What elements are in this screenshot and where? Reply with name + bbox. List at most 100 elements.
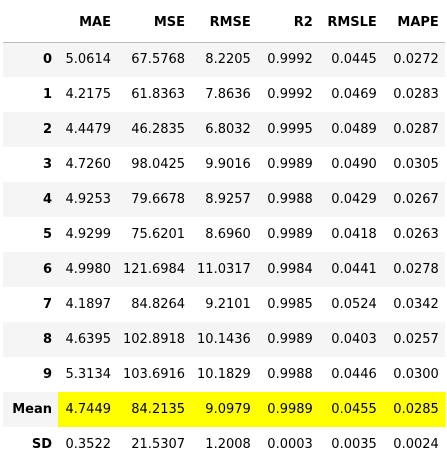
table-row: 8 4.6395 102.8918 10.1436 0.9989 0.0403 0.0257 (3, 322, 445, 357)
table-cell: 0.0441 (331, 262, 377, 277)
table-row: 5 4.9299 75.6201 8.6960 0.9989 0.0418 0.0263 (3, 217, 445, 252)
table-cell: 103.6916 (123, 367, 186, 382)
table-cell: 10.1436 (197, 332, 251, 347)
table-cell: 0.0418 (331, 227, 377, 242)
row-label: Mean (12, 402, 52, 417)
table-cell: 4.2175 (65, 87, 112, 102)
table-cell: 0.9989 (267, 157, 313, 172)
row-label: 5 (42, 227, 52, 242)
table-cell: 98.0425 (131, 157, 186, 172)
table-cell: 0.0524 (331, 297, 377, 312)
table-cell: 0.9988 (267, 367, 313, 382)
table-cell: 21.5307 (131, 437, 186, 452)
row-label: 2 (42, 122, 52, 137)
row-label: 0 (42, 52, 52, 68)
table-cell: 0.9992 (267, 52, 313, 68)
table-row: 0 5.0614 67.5768 8.2205 0.9992 0.0445 0.0272 (3, 42, 445, 77)
column-header-mae: MAE (58, 4, 117, 43)
table-row: 1 4.2175 61.8363 7.8636 0.9992 0.0469 0.0283 (3, 77, 445, 112)
table-cell: 0.9992 (267, 87, 313, 102)
table-cell: 0.0490 (331, 157, 377, 172)
table-cell: 0.9985 (267, 297, 313, 312)
table-row: Mean 4.7449 84.2135 9.0979 0.9989 0.0455 0.028… (3, 392, 445, 427)
table-cell: 0.9989 (256, 392, 319, 427)
table-cell: 102.8918 (123, 332, 186, 347)
metrics-table: MAE MSE RMSE R2 RMSLE MAPE 0 5.0614 67.576… (3, 4, 445, 462)
table-cell: 0.0285 (382, 392, 445, 427)
table-cell: 4.6395 (65, 332, 112, 347)
table-cell: 84.2135 (117, 392, 192, 427)
row-label: 3 (42, 157, 52, 172)
table-cell: 0.9989 (267, 227, 313, 242)
column-header-mape: MAPE (382, 4, 445, 43)
table-cell: 0.0489 (331, 122, 377, 137)
table-cell: 0.0003 (267, 437, 313, 452)
results-table-container: MAE MSE RMSE R2 RMSLE MAPE 0 5.0614 67.576… (3, 4, 445, 462)
table-row: 9 5.3134 103.6916 10.1829 0.9988 0.0446 0.0300 (3, 357, 445, 392)
table-cell: 0.0429 (331, 192, 377, 207)
table-cell: 9.2101 (205, 297, 251, 312)
table-cell: 46.2835 (131, 122, 186, 137)
column-header-r2: R2 (256, 4, 319, 43)
table-cell: 0.0283 (393, 87, 439, 102)
table-cell: 0.0455 (318, 392, 383, 427)
row-label: 7 (42, 297, 52, 312)
table-cell: 0.9984 (267, 262, 313, 277)
table-cell: 0.9988 (267, 192, 313, 207)
table-cell: 7.8636 (205, 87, 251, 102)
table-cell: 0.0300 (393, 367, 439, 382)
table-cell: 84.8264 (131, 297, 186, 312)
table-cell: 0.0305 (393, 157, 439, 172)
table-cell: 0.0342 (393, 297, 439, 312)
table-row: 6 4.9980 121.6984 11.0317 0.9984 0.0441 0.0278 (3, 252, 445, 287)
table-cell: 4.9980 (65, 262, 112, 277)
table-row: 2 4.4479 46.2835 6.8032 0.9995 0.0489 0.0287 (3, 112, 445, 147)
table-cell: 0.9989 (267, 332, 313, 347)
row-label: 6 (42, 262, 52, 277)
table-cell: 0.0287 (393, 122, 439, 137)
table-cell: 8.2205 (205, 52, 251, 68)
table-cell: 5.3134 (65, 367, 112, 382)
table-row: SD 0.3522 21.5307 1.2008 0.0003 0.0035 0.0024 (3, 427, 445, 462)
row-label: 4 (42, 192, 52, 207)
table-cell: 0.3522 (65, 437, 112, 452)
table-cell: 0.0278 (393, 262, 439, 277)
table-cell: 9.9016 (205, 157, 251, 172)
table-cell: 61.8363 (131, 87, 186, 102)
table-cell: 79.6678 (131, 192, 186, 207)
row-label: 1 (42, 87, 52, 102)
table-cell: 67.5768 (131, 52, 186, 68)
table-header: MAE MSE RMSE R2 RMSLE MAPE (3, 4, 445, 43)
table-cell: 75.6201 (131, 227, 186, 242)
table-cell: 4.9253 (65, 192, 112, 207)
table-cell: 0.0257 (393, 332, 439, 347)
table-cell: 0.0024 (393, 437, 439, 452)
row-label: SD (31, 437, 52, 452)
table-cell: 0.0267 (393, 192, 439, 207)
table-cell: 0.0446 (331, 367, 377, 382)
table-cell: 0.0263 (393, 227, 439, 242)
table-cell: 0.0469 (331, 87, 377, 102)
table-cell: 4.4479 (65, 122, 112, 137)
row-label: 9 (42, 367, 52, 382)
column-header-mse: MSE (117, 4, 192, 43)
table-cell: 4.7260 (65, 157, 112, 172)
table-row: 7 4.1897 84.8264 9.2101 0.9985 0.0524 0.0342 (3, 287, 445, 322)
row-label: 8 (42, 332, 52, 347)
table-cell: 8.6960 (205, 227, 251, 242)
table-cell: 4.9299 (65, 227, 112, 242)
table-cell: 6.8032 (205, 122, 251, 137)
table-cell: 4.1897 (65, 297, 112, 312)
table-cell: 0.0403 (331, 332, 377, 347)
table-cell: 0.0445 (331, 52, 377, 68)
table-body: 0 5.0614 67.5768 8.2205 0.9992 0.0445 0.0272 1 4… (3, 42, 445, 462)
table-cell: 1.2008 (205, 437, 251, 452)
table-cell: 11.0317 (197, 262, 251, 277)
table-row: 4 4.9253 79.6678 8.9257 0.9988 0.0429 0.0267 (3, 182, 445, 217)
table-row: 3 4.7260 98.0425 9.9016 0.9989 0.0490 0.0305 (3, 147, 445, 182)
header-row: MAE MSE RMSE R2 RMSLE MAPE (3, 4, 445, 43)
table-cell: 0.9995 (267, 122, 313, 137)
table-cell: 4.7449 (58, 392, 117, 427)
table-cell: 10.1829 (197, 367, 251, 382)
table-cell: 0.0035 (331, 437, 377, 452)
